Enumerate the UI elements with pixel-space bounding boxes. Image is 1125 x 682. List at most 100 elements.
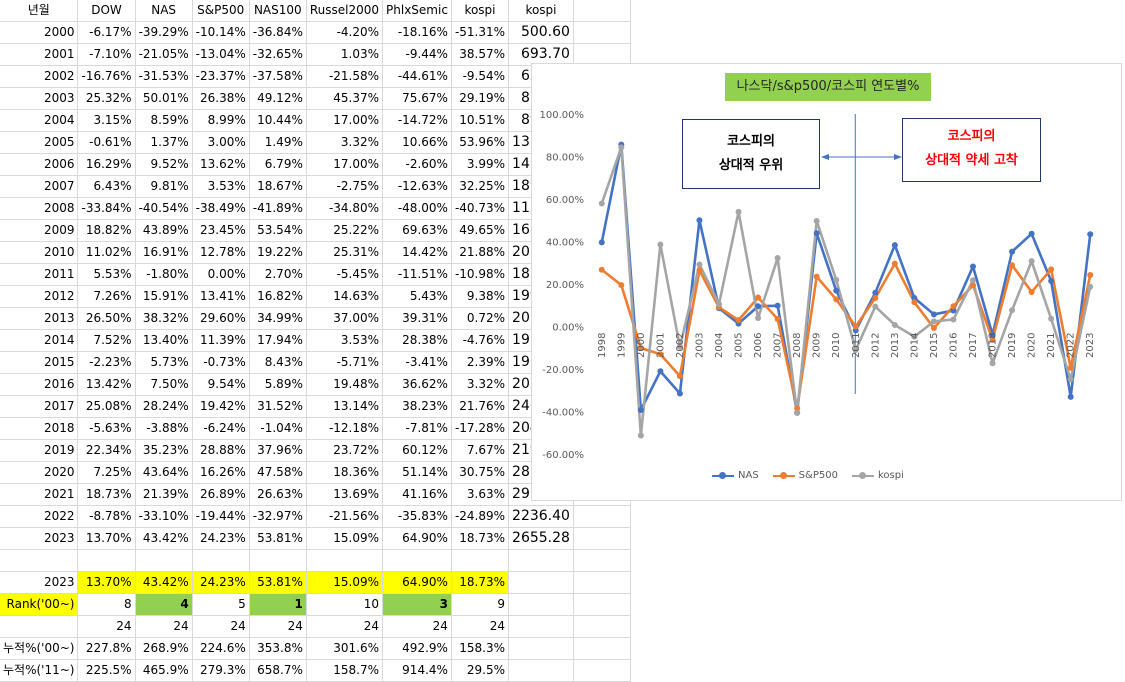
- cell-year[interactable]: 2016: [0, 373, 79, 396]
- cell-empty[interactable]: [573, 571, 631, 594]
- cell-russel[interactable]: 23.72%: [306, 439, 384, 462]
- cell-kospi-pct[interactable]: 7.67%: [451, 439, 510, 462]
- cell-phlx[interactable]: -11.51%: [382, 263, 452, 286]
- cell-kospi[interactable]: 2655.28: [508, 527, 574, 550]
- cell-nas100[interactable]: 10.44%: [249, 109, 307, 132]
- cell-phlx[interactable]: 914.4%: [382, 659, 452, 682]
- cell-sp500[interactable]: 8.99%: [192, 109, 250, 132]
- cell-dow[interactable]: 3.15%: [77, 109, 136, 132]
- cell-kospi-pct[interactable]: 2.39%: [451, 351, 510, 374]
- cell-sp500[interactable]: 279.3%: [192, 659, 250, 682]
- cell-nas[interactable]: 35.23%: [135, 439, 193, 462]
- cell-sp500[interactable]: -6.24%: [192, 417, 250, 440]
- cell-russel[interactable]: 3.32%: [306, 131, 384, 154]
- cell-dow[interactable]: 16.29%: [77, 153, 136, 176]
- cell-year[interactable]: 2000: [0, 21, 79, 44]
- cell-dow[interactable]: -7.10%: [77, 43, 136, 66]
- cell-nas[interactable]: 7.50%: [135, 373, 193, 396]
- cell-russel[interactable]: 24: [306, 615, 384, 638]
- cell-kospi-pct[interactable]: -51.31%: [451, 21, 510, 44]
- cell-year[interactable]: 2018: [0, 417, 79, 440]
- cell-year[interactable]: 2020: [0, 461, 79, 484]
- cell-nas100[interactable]: 6.79%: [249, 153, 307, 176]
- cell-nas100[interactable]: 24: [249, 615, 307, 638]
- cell-kospi-pct[interactable]: -9.54%: [451, 65, 510, 88]
- cell-nas[interactable]: 38.32%: [135, 307, 193, 330]
- cell-phlx[interactable]: 38.23%: [382, 395, 452, 418]
- cell-kospi-pct[interactable]: 10.51%: [451, 109, 510, 132]
- cell-phlx[interactable]: 3: [382, 593, 452, 616]
- cell-phlx[interactable]: PhlxSemic: [382, 0, 452, 22]
- cell-nas[interactable]: 4: [135, 593, 193, 616]
- cell-nas100[interactable]: 8.43%: [249, 351, 307, 374]
- cell-russel[interactable]: 158.7%: [306, 659, 384, 682]
- cell-phlx[interactable]: 64.90%: [382, 527, 452, 550]
- cell-nas100[interactable]: 18.67%: [249, 175, 307, 198]
- cell-phlx[interactable]: 36.62%: [382, 373, 452, 396]
- cell-sp500[interactable]: 3.00%: [192, 131, 250, 154]
- cell-kospi-pct[interactable]: 9: [451, 593, 510, 616]
- cell-phlx[interactable]: -7.81%: [382, 417, 452, 440]
- cell-kospi[interactable]: [508, 549, 574, 572]
- cell-dow[interactable]: 227.8%: [77, 637, 136, 660]
- cell-year[interactable]: 누적%('00~): [0, 637, 79, 660]
- cell-sp500[interactable]: 29.60%: [192, 307, 250, 330]
- cell-kospi-pct[interactable]: 21.88%: [451, 241, 510, 264]
- cell-russel[interactable]: -21.56%: [306, 505, 384, 528]
- cell-phlx[interactable]: 64.90%: [382, 571, 452, 594]
- cell-sp500[interactable]: 5: [192, 593, 250, 616]
- cell-nas100[interactable]: 5.89%: [249, 373, 307, 396]
- cell-kospi-pct[interactable]: kospi: [451, 0, 510, 22]
- cell-dow[interactable]: [77, 549, 136, 572]
- cell-kospi-pct[interactable]: 49.65%: [451, 219, 510, 242]
- cell-empty[interactable]: [573, 505, 631, 528]
- cell-year[interactable]: 2006: [0, 153, 79, 176]
- cell-dow[interactable]: 11.02%: [77, 241, 136, 264]
- cell-russel[interactable]: 37.00%: [306, 307, 384, 330]
- cell-russel[interactable]: 18.36%: [306, 461, 384, 484]
- cell-russel[interactable]: 17.00%: [306, 153, 384, 176]
- cell-phlx[interactable]: 39.31%: [382, 307, 452, 330]
- cell-russel[interactable]: 15.09%: [306, 571, 384, 594]
- cell-dow[interactable]: -0.61%: [77, 131, 136, 154]
- cell-nas100[interactable]: 49.12%: [249, 87, 307, 110]
- cell-dow[interactable]: -6.17%: [77, 21, 136, 44]
- cell-year[interactable]: 2021: [0, 483, 79, 506]
- cell-nas[interactable]: 465.9%: [135, 659, 193, 682]
- cell-nas[interactable]: 21.39%: [135, 483, 193, 506]
- cell-sp500[interactable]: 19.42%: [192, 395, 250, 418]
- cell-kospi[interactable]: [508, 637, 574, 660]
- cell-nas100[interactable]: 658.7%: [249, 659, 307, 682]
- cell-year[interactable]: 2022: [0, 505, 79, 528]
- cell-empty[interactable]: [573, 659, 631, 682]
- cell-nas100[interactable]: [249, 549, 307, 572]
- cell-year[interactable]: 2013: [0, 307, 79, 330]
- cell-russel[interactable]: 19.48%: [306, 373, 384, 396]
- cell-year[interactable]: 2007: [0, 175, 79, 198]
- cell-nas[interactable]: -40.54%: [135, 197, 193, 220]
- cell-russel[interactable]: 13.69%: [306, 483, 384, 506]
- cell-phlx[interactable]: 14.42%: [382, 241, 452, 264]
- cell-nas[interactable]: -21.05%: [135, 43, 193, 66]
- cell-year[interactable]: 2011: [0, 263, 79, 286]
- cell-nas100[interactable]: 37.96%: [249, 439, 307, 462]
- cell-year[interactable]: 2014: [0, 329, 79, 352]
- cell-empty[interactable]: [573, 637, 631, 660]
- cell-phlx[interactable]: 24: [382, 615, 452, 638]
- cell-kospi-pct[interactable]: [451, 549, 510, 572]
- cell-nas[interactable]: -31.53%: [135, 65, 193, 88]
- cell-year[interactable]: 2001: [0, 43, 79, 66]
- cell-phlx[interactable]: -3.41%: [382, 351, 452, 374]
- cell-phlx[interactable]: 28.38%: [382, 329, 452, 352]
- cell-phlx[interactable]: -35.83%: [382, 505, 452, 528]
- cell-nas[interactable]: 43.89%: [135, 219, 193, 242]
- line-chart[interactable]: 나스닥/s&p500/코스피 연도별% 100.00% 80.00% 60.00% 4…: [531, 63, 1122, 501]
- cell-nas100[interactable]: 1.49%: [249, 131, 307, 154]
- cell-nas100[interactable]: 26.63%: [249, 483, 307, 506]
- cell-dow[interactable]: -33.84%: [77, 197, 136, 220]
- cell-year[interactable]: Rank('00~): [0, 593, 79, 616]
- cell-nas[interactable]: 9.81%: [135, 175, 193, 198]
- cell-dow[interactable]: -2.23%: [77, 351, 136, 374]
- cell-sp500[interactable]: 0.00%: [192, 263, 250, 286]
- cell-russel[interactable]: 14.63%: [306, 285, 384, 308]
